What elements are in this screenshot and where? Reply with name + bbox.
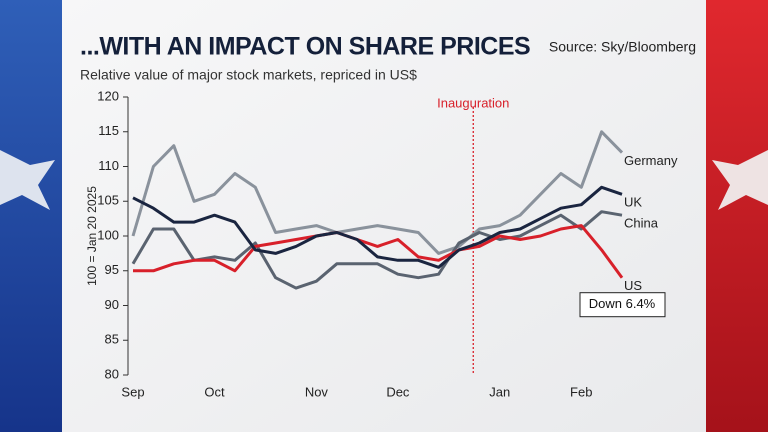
series-line — [132, 185, 623, 269]
chart-title: ...WITH AN IMPACT ON SHARE PRICES — [80, 33, 530, 61]
y-tick-label: 115 — [98, 123, 119, 138]
left-flag — [0, 0, 64, 432]
series-label: UK — [624, 195, 642, 210]
y-tick-label: 100 — [97, 227, 119, 242]
series-line — [133, 224, 624, 279]
y-tick-label: 90 — [105, 297, 119, 312]
series-line — [131, 130, 624, 255]
right-star — [712, 150, 768, 210]
x-tick-label: Dec — [386, 384, 410, 399]
left-star — [0, 150, 55, 210]
callout-box — [579, 292, 666, 318]
y-tick-label: 95 — [105, 262, 119, 277]
annotation-label: Inauguration — [437, 95, 509, 110]
y-tick-label: 110 — [98, 158, 119, 173]
series-label: Germany — [624, 153, 678, 168]
x-tick-label: Nov — [305, 384, 329, 399]
series-label: China — [624, 216, 659, 231]
x-tick-label: Feb — [570, 384, 592, 399]
series-label: US — [624, 278, 642, 293]
plot: 80 85 90 95 100 105 110 115 120 Sep Oct Nov Dec Jan Fe… — [97, 88, 678, 399]
y-axis-label: 100 = Jan 20 2025 — [85, 186, 99, 286]
right-flag — [704, 0, 768, 432]
y-tick-label: 120 — [97, 88, 119, 103]
series-line — [131, 210, 623, 290]
y-tick-label: 85 — [105, 332, 119, 347]
x-tick-label: Sep — [121, 384, 144, 399]
x-tick-label: Jan — [489, 384, 510, 399]
subtitle: Relative value of major stock markets, r… — [80, 67, 417, 83]
y-tick-label: 105 — [97, 193, 119, 208]
x-tick-label: Oct — [204, 384, 225, 399]
panel — [62, 0, 706, 432]
source: Source: Sky/Bloomberg — [549, 39, 696, 55]
y-tick-label: 80 — [105, 366, 119, 381]
callout-text: Down 6.4% — [589, 296, 656, 311]
